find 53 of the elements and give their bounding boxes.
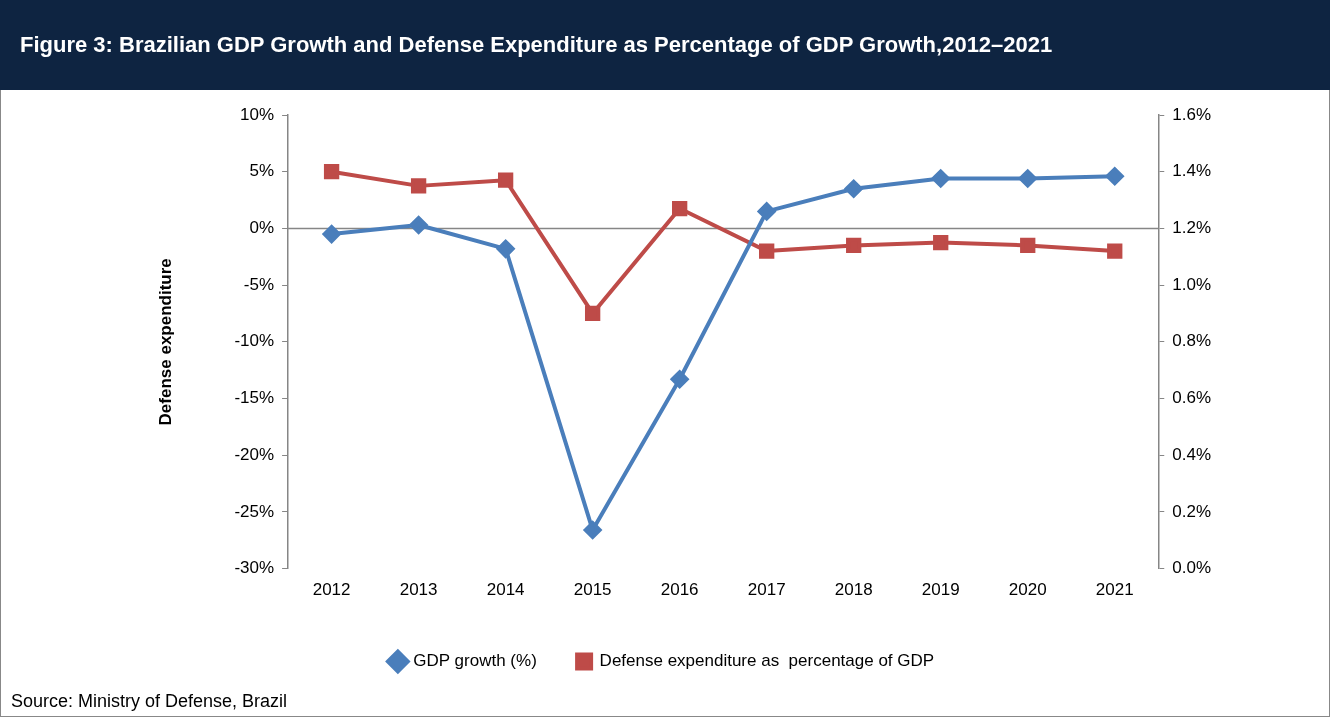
point xyxy=(497,172,514,188)
y2-tick-label: 1.6% xyxy=(1172,104,1211,124)
point xyxy=(672,200,688,217)
y2-tick-label: 1.0% xyxy=(1172,274,1211,294)
point xyxy=(1018,169,1037,188)
point xyxy=(1020,237,1036,254)
y2-tick-label: 0.4% xyxy=(1172,444,1211,464)
legend-label: GDP growth (%) xyxy=(413,651,537,671)
point xyxy=(322,225,341,244)
y-tick-label: -5% xyxy=(243,274,275,294)
point xyxy=(1107,243,1123,259)
x-tick-label: 2020 xyxy=(1008,580,1047,600)
y2-tick-label: 0.8% xyxy=(1172,331,1211,351)
point xyxy=(844,179,863,198)
y-tick-label: 0% xyxy=(249,218,275,238)
x-tick-label: 2017 xyxy=(747,580,786,600)
point xyxy=(410,178,427,194)
point xyxy=(496,239,515,258)
point xyxy=(1105,167,1124,186)
source-note: Source: Ministry of Defense, Brazil xyxy=(11,691,288,712)
chart-title: Figure 3: Brazilian GDP Growth and Defense Expenditure as Percentage of GDP Growth,2012–2021 xyxy=(20,32,1053,58)
point xyxy=(584,305,601,322)
x-tick-label: 2012 xyxy=(312,580,351,600)
y2-tick-label: 0.6% xyxy=(1172,388,1211,408)
x-tick-label: 2018 xyxy=(834,580,873,600)
point xyxy=(583,521,602,540)
y-tick-label: -10% xyxy=(234,331,275,351)
y2-tick-label: 0.2% xyxy=(1172,501,1211,521)
point xyxy=(933,234,949,251)
x-tick-label: 2016 xyxy=(660,580,699,600)
y2-tick-label: 0.0% xyxy=(1172,558,1211,578)
y2-tick-label: 1.4% xyxy=(1172,161,1211,181)
point xyxy=(757,202,776,221)
point xyxy=(670,370,689,389)
y-tick-label: -15% xyxy=(234,388,275,408)
y-tick-label: -30% xyxy=(234,558,275,578)
y-tick-label: -20% xyxy=(234,444,275,464)
point xyxy=(846,237,862,254)
x-tick-label: 2015 xyxy=(573,580,612,600)
legend-label: Defense expenditure as percentage of GDP xyxy=(599,651,935,671)
x-tick-label: 2021 xyxy=(1095,580,1134,600)
y-tick-label: 5% xyxy=(249,161,275,181)
x-tick-label: 2014 xyxy=(486,580,525,600)
point xyxy=(759,243,775,259)
point xyxy=(323,164,340,180)
y2-tick-label: 1.2% xyxy=(1172,218,1211,238)
x-tick-label: 2013 xyxy=(399,580,438,600)
y-tick-label: 10% xyxy=(240,104,275,124)
x-tick-label: 2019 xyxy=(921,580,960,600)
point xyxy=(409,216,428,234)
point xyxy=(931,169,950,188)
y-tick-label: -25% xyxy=(234,501,275,521)
y-axis-title: Defense expenditure xyxy=(155,258,175,426)
